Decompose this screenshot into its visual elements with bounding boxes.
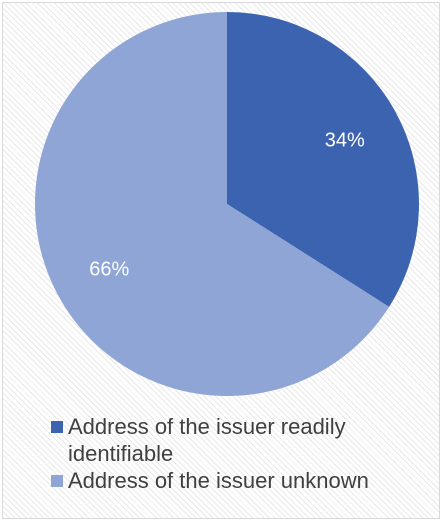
legend-swatch-unknown xyxy=(51,475,63,487)
chart-area: 34% 66% Address of the issuer readily ide… xyxy=(2,2,440,519)
data-label-1: 66% xyxy=(89,259,129,281)
legend-item-identifiable: Address of the issuer readily identifiab… xyxy=(51,413,431,467)
legend-item-unknown: Address of the issuer unknown xyxy=(51,467,431,494)
legend: Address of the issuer readily identifiab… xyxy=(51,413,431,494)
legend-label-identifiable: Address of the issuer readily identifiab… xyxy=(68,413,431,467)
data-label-0: 34% xyxy=(325,129,365,151)
legend-label-unknown: Address of the issuer unknown xyxy=(68,467,431,494)
legend-swatch-identifiable xyxy=(51,421,63,433)
pie-chart: 34% 66% xyxy=(3,3,441,403)
pie-slices xyxy=(35,12,419,396)
